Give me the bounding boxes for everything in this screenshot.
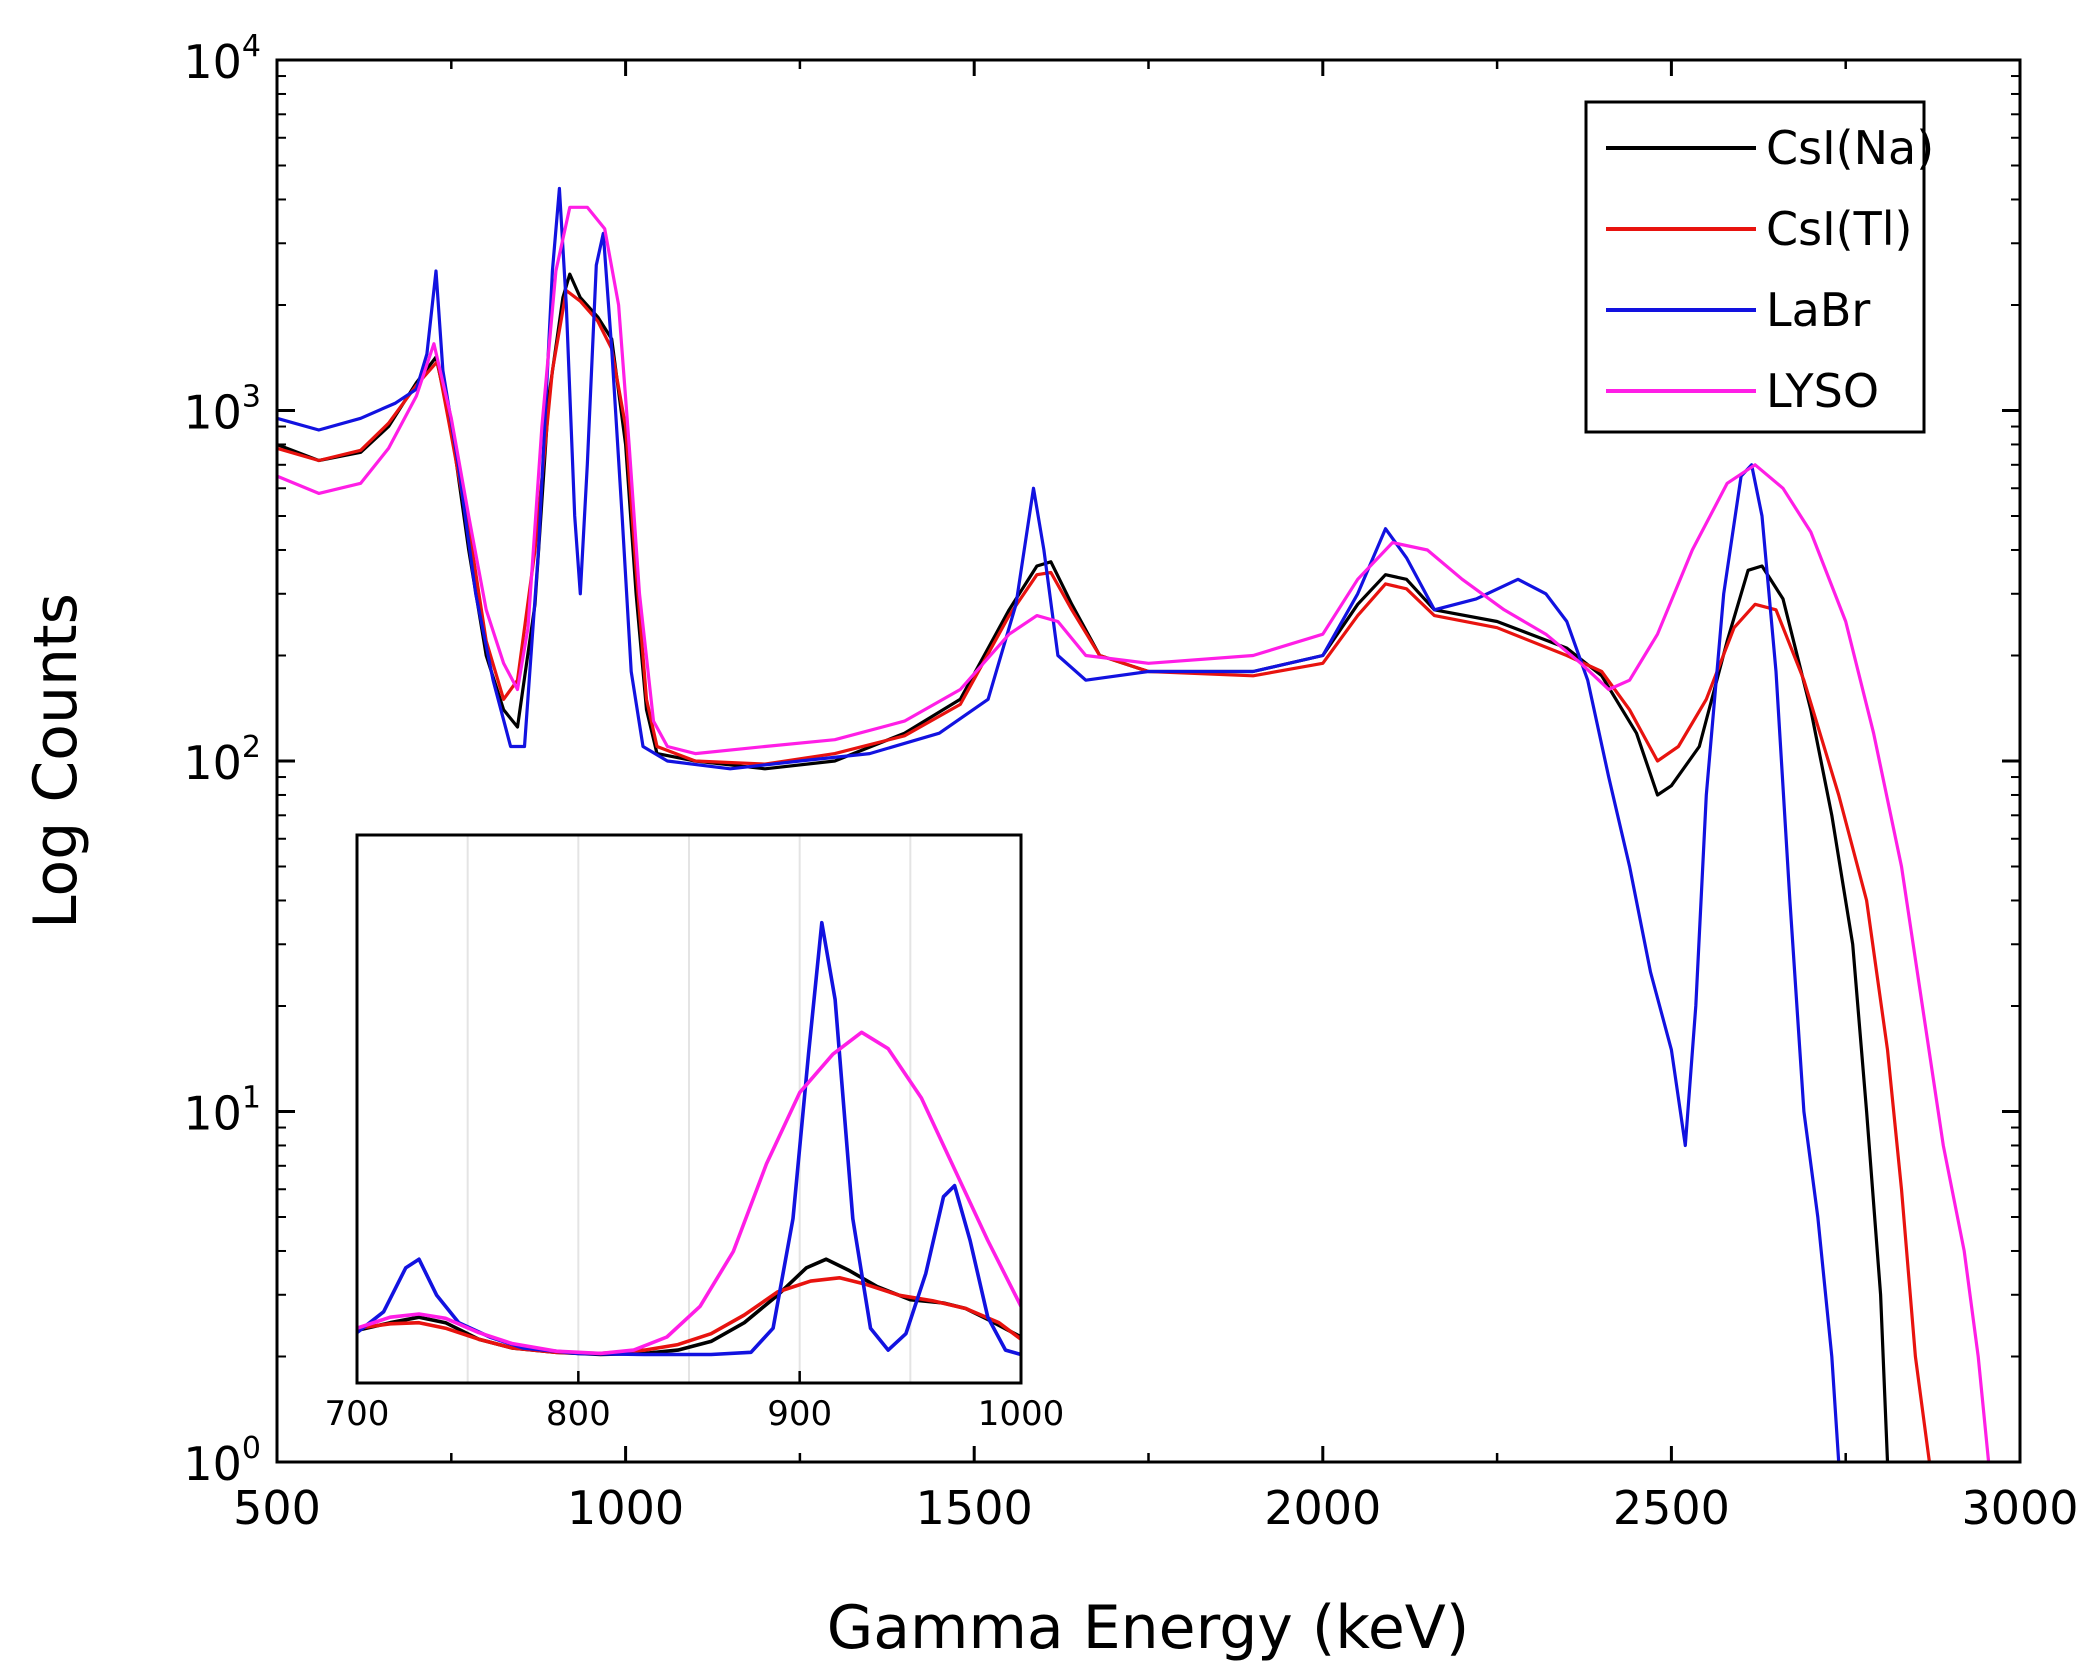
y-tick-label: 100 xyxy=(183,1431,261,1491)
x-tick-label: 500 xyxy=(233,1481,321,1535)
inset-series-line-csi-tl xyxy=(357,1276,1021,1356)
legend-label-csi-tl: CsI(Tl) xyxy=(1766,202,1912,256)
x-tick-label: 3000 xyxy=(1961,1481,2078,1535)
inset-frame xyxy=(355,833,1023,1385)
y-axis-title: Log Counts xyxy=(21,593,91,929)
y-tick-label: 101 xyxy=(183,1081,261,1141)
series-line-lyso xyxy=(277,205,1991,1462)
legend-label-lyso: LYSO xyxy=(1766,364,1879,418)
series-line-labr xyxy=(277,186,1841,1462)
legend-box xyxy=(1584,100,1926,434)
legend-label-csi-na: CsI(Na) xyxy=(1766,121,1934,175)
inset-series-line-labr xyxy=(357,920,1021,1357)
legend-label-labr: LaBr xyxy=(1766,283,1870,337)
series-line-csi-tl xyxy=(277,288,1931,1462)
y-tick-label: 103 xyxy=(183,380,261,440)
inset-x-tick-label: 900 xyxy=(767,1394,832,1434)
inset-x-tick-label: 1000 xyxy=(978,1394,1065,1434)
inset-x-tick-label: 800 xyxy=(546,1394,611,1434)
x-tick-label: 2500 xyxy=(1613,1481,1730,1535)
inset-series-line-lyso xyxy=(357,1030,1021,1356)
inset-x-tick-label: 700 xyxy=(325,1394,390,1434)
y-tick-label: 102 xyxy=(183,730,261,790)
x-tick-label: 2000 xyxy=(1264,1481,1381,1535)
x-tick-label: 1500 xyxy=(916,1481,1033,1535)
y-tick-label: 104 xyxy=(183,29,261,89)
x-axis-title: Gamma Energy (keV) xyxy=(827,1593,1470,1663)
x-tick-label: 1000 xyxy=(567,1481,684,1535)
